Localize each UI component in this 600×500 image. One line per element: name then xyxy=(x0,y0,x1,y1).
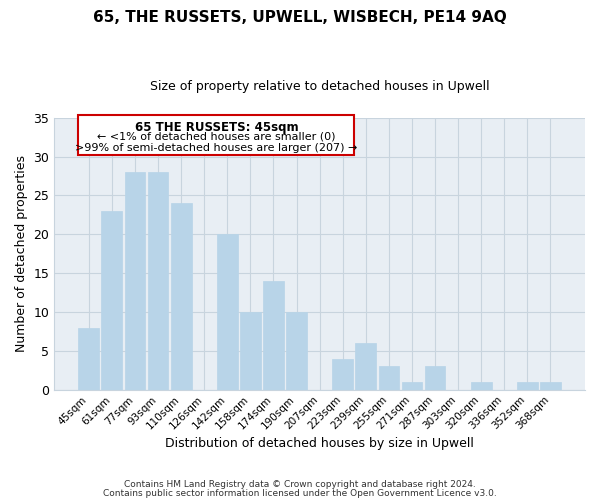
Bar xyxy=(379,366,399,390)
Bar xyxy=(425,366,445,390)
Bar xyxy=(79,116,354,155)
Text: 65, THE RUSSETS, UPWELL, WISBECH, PE14 9AQ: 65, THE RUSSETS, UPWELL, WISBECH, PE14 9… xyxy=(93,10,507,25)
Title: Size of property relative to detached houses in Upwell: Size of property relative to detached ho… xyxy=(150,80,490,93)
Bar xyxy=(355,343,376,390)
Bar xyxy=(171,203,191,390)
Bar xyxy=(217,234,238,390)
Bar xyxy=(471,382,491,390)
Text: Contains public sector information licensed under the Open Government Licence v3: Contains public sector information licen… xyxy=(103,489,497,498)
Text: ← <1% of detached houses are smaller (0): ← <1% of detached houses are smaller (0) xyxy=(97,132,335,142)
Bar xyxy=(101,211,122,390)
Bar xyxy=(401,382,422,390)
Bar xyxy=(125,172,145,390)
Bar xyxy=(517,382,538,390)
Bar xyxy=(79,328,99,390)
Text: 65 THE RUSSETS: 45sqm: 65 THE RUSSETS: 45sqm xyxy=(134,121,298,134)
Bar xyxy=(540,382,561,390)
Y-axis label: Number of detached properties: Number of detached properties xyxy=(15,156,28,352)
Text: >99% of semi-detached houses are larger (207) →: >99% of semi-detached houses are larger … xyxy=(75,142,358,152)
Bar xyxy=(263,281,284,390)
Bar xyxy=(240,312,261,390)
Bar xyxy=(148,172,169,390)
Text: Contains HM Land Registry data © Crown copyright and database right 2024.: Contains HM Land Registry data © Crown c… xyxy=(124,480,476,489)
Bar xyxy=(332,358,353,390)
Bar xyxy=(286,312,307,390)
X-axis label: Distribution of detached houses by size in Upwell: Distribution of detached houses by size … xyxy=(165,437,474,450)
